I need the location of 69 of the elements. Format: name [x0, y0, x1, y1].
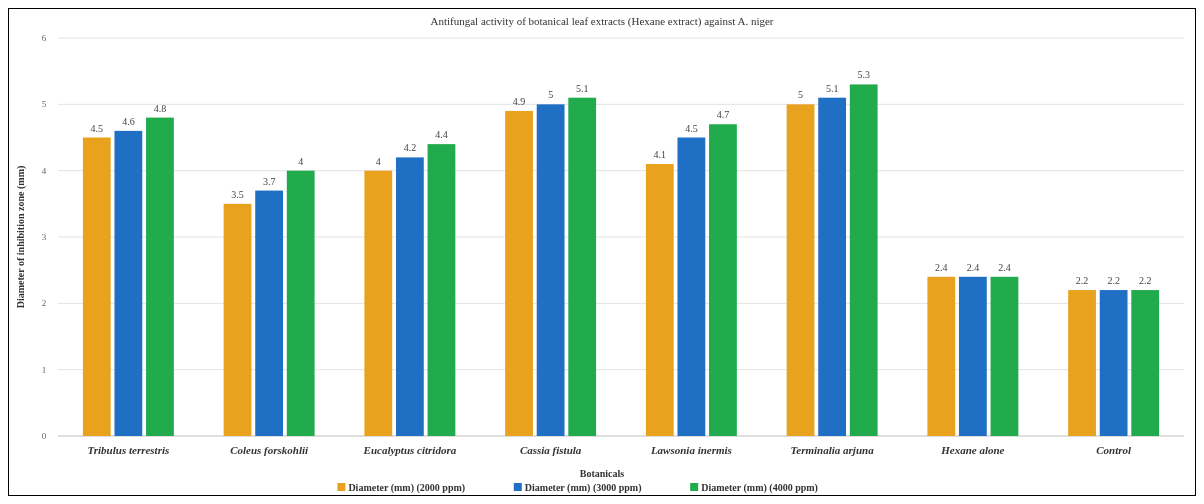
bar [395, 157, 424, 436]
data-label: 5.3 [857, 69, 870, 81]
data-label: 2.4 [998, 261, 1011, 273]
x-tick-label: Tribulus terrestris [87, 444, 170, 456]
bar [709, 124, 737, 436]
data-label: 4.4 [435, 129, 448, 141]
y-tick-label: 5 [41, 99, 47, 110]
data-label: 5 [548, 89, 554, 101]
y-tick-label: 0 [41, 431, 47, 441]
bar [286, 170, 315, 436]
data-label: 4.5 [90, 122, 104, 134]
data-label: 4 [298, 155, 304, 167]
data-label: 4.6 [122, 115, 135, 127]
data-label: 4.8 [153, 102, 167, 114]
data-label: 2.2 [1075, 275, 1089, 287]
bar [505, 110, 533, 436]
data-label: 4.7 [716, 109, 730, 121]
bar [645, 164, 674, 436]
data-label: 4.1 [653, 149, 667, 161]
data-label: 5.1 [825, 82, 839, 94]
bar [1068, 290, 1096, 436]
y-tick-label: 4 [41, 165, 47, 176]
bar [364, 170, 393, 436]
y-tick-label: 3 [41, 232, 47, 242]
legend-label: Diameter (mm) (2000 ppm) [348, 482, 466, 494]
x-tick-label: Terminalia arjuna [790, 444, 875, 456]
data-label: 3.7 [262, 175, 276, 187]
bar [146, 117, 174, 436]
bar [427, 144, 456, 436]
bar [958, 276, 987, 436]
x-axis-title: Botanicals [579, 468, 625, 479]
x-tick-label: Cassia fistula [519, 444, 582, 456]
bar [677, 137, 706, 436]
legend-label: Diameter (mm) (3000 ppm) [524, 482, 642, 494]
chart-title: Antifungal activity of botanical leaf extracts (Hexane extract) against A. niger [430, 15, 774, 28]
x-tick-label: Coleus forskohlii [230, 444, 310, 456]
y-tick-label: 6 [41, 33, 47, 43]
data-label: 5.1 [575, 82, 589, 94]
y-tick-label: 2 [41, 298, 47, 309]
data-label: 3.5 [231, 188, 244, 200]
bar [255, 190, 284, 436]
bar [786, 104, 815, 436]
bar [82, 137, 111, 436]
data-label: 2.2 [1138, 275, 1152, 287]
data-label: 5 [798, 89, 804, 101]
data-label: 4.2 [403, 142, 417, 154]
bar [927, 276, 956, 436]
data-label: 2.4 [935, 261, 948, 273]
bar [990, 276, 1019, 436]
bar [568, 97, 597, 436]
y-axis-title: Diameter of inhibition zone (mm) [15, 165, 27, 309]
data-label: 4.5 [685, 122, 698, 134]
legend-label: Diameter (mm) (4000 ppm) [701, 482, 818, 494]
x-tick-label: Eucalyptus citridora [362, 444, 457, 456]
bar [114, 130, 143, 436]
bar [536, 104, 565, 436]
y-tick-label: 1 [41, 364, 47, 375]
data-label: 4 [375, 155, 381, 167]
bar [849, 84, 878, 436]
bar [1131, 290, 1160, 436]
data-label: 4.9 [512, 95, 526, 107]
x-tick-label: Hexane alone [940, 444, 1005, 456]
bar [818, 97, 847, 436]
bar [1099, 290, 1128, 436]
x-tick-label: Lawsonia inermis [649, 444, 732, 456]
bar [223, 203, 252, 436]
data-label: 2.4 [966, 261, 980, 273]
x-tick-label: Control [1096, 444, 1132, 456]
data-label: 2.2 [1107, 275, 1120, 287]
